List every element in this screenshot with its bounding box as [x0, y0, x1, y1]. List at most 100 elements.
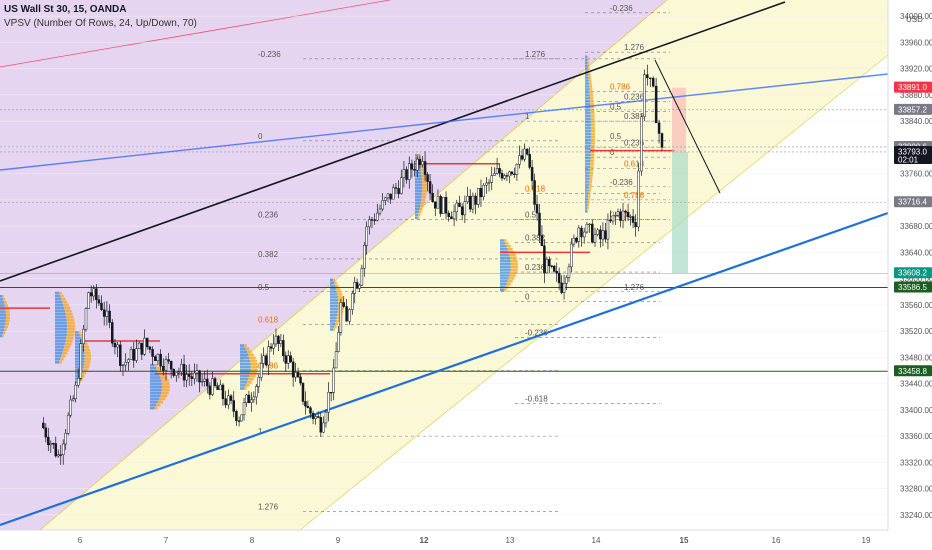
vp-bar-up — [330, 319, 336, 322]
candle-body — [309, 407, 312, 414]
candle-body — [609, 219, 612, 222]
vp-bar-down — [587, 207, 589, 210]
vp-bar-down — [61, 297, 66, 301]
vp-bar-up — [415, 183, 423, 187]
vp-bar-down — [422, 180, 427, 184]
vp-bar-up — [585, 76, 589, 79]
vp-bar-down — [154, 363, 158, 367]
vp-bar-up — [415, 210, 419, 214]
black-trend-line[interactable] — [0, 1, 786, 282]
fib-level-label: 1 — [258, 427, 263, 436]
vp-bar-down — [418, 210, 422, 214]
fib-level-label: 0.786 — [624, 191, 645, 200]
price-label-text: 33586.5 — [898, 283, 927, 292]
y-tick-label: 33840.00 — [900, 117, 932, 126]
vp-bar-up — [0, 295, 3, 298]
candle-body — [219, 384, 222, 390]
candle-body — [169, 361, 173, 370]
vp-bar-down — [589, 94, 594, 97]
candle-body — [525, 148, 529, 155]
candle-body — [242, 402, 246, 416]
vp-bar-up — [585, 123, 591, 127]
vp-bar-up — [55, 339, 66, 343]
candle-body — [259, 363, 263, 378]
candle-body — [439, 196, 442, 214]
vp-bar-down — [161, 388, 170, 392]
vp-bar-down — [417, 153, 420, 157]
fib-level-label: 0 — [258, 132, 263, 141]
vp-bar-up — [585, 165, 591, 169]
candle-body — [190, 376, 194, 379]
vp-bar-up — [500, 283, 507, 286]
blue-upper-trend-line[interactable] — [0, 73, 889, 171]
vp-bar-up — [500, 277, 509, 280]
candle-body — [428, 181, 432, 194]
candle-body — [137, 342, 141, 349]
candle-body — [124, 362, 127, 366]
candle-body — [140, 342, 144, 355]
vp-bar-up — [585, 88, 590, 91]
vp-bar-down — [335, 287, 340, 290]
candle-body — [565, 277, 568, 284]
vp-bar-up — [150, 397, 160, 401]
vp-bar-up — [150, 373, 160, 376]
fib-level-label: -0.618 — [525, 394, 548, 403]
candle-body — [262, 355, 265, 364]
vp-bar-up — [585, 58, 588, 62]
price-label-badge — [894, 103, 932, 115]
candle-body — [195, 370, 199, 374]
fib-level-label: 0.618 — [624, 159, 645, 168]
candle-body — [410, 163, 414, 170]
vp-bar-up — [55, 300, 63, 304]
vp-bar-down — [333, 278, 336, 282]
vp-bar-down — [250, 362, 258, 366]
candle-body — [513, 173, 516, 175]
blue-lower-trend-line[interactable] — [0, 211, 889, 527]
vp-bar-up — [150, 376, 161, 379]
candle-body — [324, 411, 328, 424]
candle-body — [485, 182, 488, 186]
vp-bar-up — [585, 85, 590, 88]
candle-body — [66, 414, 70, 434]
fib-level-label: 1.276 — [624, 43, 645, 52]
candle-body — [355, 282, 359, 289]
fib-level-label: 0.382 — [525, 234, 546, 243]
fib-level-label: 0.5 — [610, 132, 622, 141]
candle-body — [311, 412, 315, 419]
candle-body — [289, 355, 292, 363]
vp-bar-down — [4, 301, 7, 304]
vp-bar-down — [83, 366, 89, 369]
vp-bar-down — [590, 153, 595, 157]
projection-line[interactable] — [654, 59, 721, 194]
vp-bar-up — [0, 328, 5, 332]
candle-body — [434, 201, 437, 209]
fib-level-label: 0.236 — [258, 211, 279, 220]
vp-bar-up — [585, 79, 589, 82]
candle-body — [562, 283, 566, 293]
time-axis-panel[interactable] — [0, 530, 932, 550]
vp-bar-up — [150, 385, 162, 389]
vp-bar-down — [336, 316, 342, 320]
vp-bar-up — [585, 186, 589, 189]
candle-body — [599, 229, 602, 240]
candle-body — [269, 346, 273, 349]
vp-bar-up — [240, 374, 250, 378]
candle-body — [44, 427, 48, 438]
vp-bar-up — [585, 174, 590, 177]
candle-body — [47, 436, 50, 446]
candle-body — [185, 374, 188, 381]
vp-bar-down — [156, 367, 161, 370]
candle-body — [200, 381, 204, 383]
candle-body — [370, 219, 374, 221]
vp-bar-down — [60, 357, 64, 361]
vp-bar-up — [55, 294, 61, 298]
candle-body — [119, 344, 122, 366]
vp-bar-down — [587, 58, 589, 62]
vp-bar-up — [415, 180, 423, 184]
vp-bar-down — [587, 67, 590, 70]
vp-bar-up — [415, 204, 421, 208]
vp-bar-down — [161, 391, 169, 395]
candle-body — [235, 411, 238, 422]
candle-body — [520, 155, 524, 160]
